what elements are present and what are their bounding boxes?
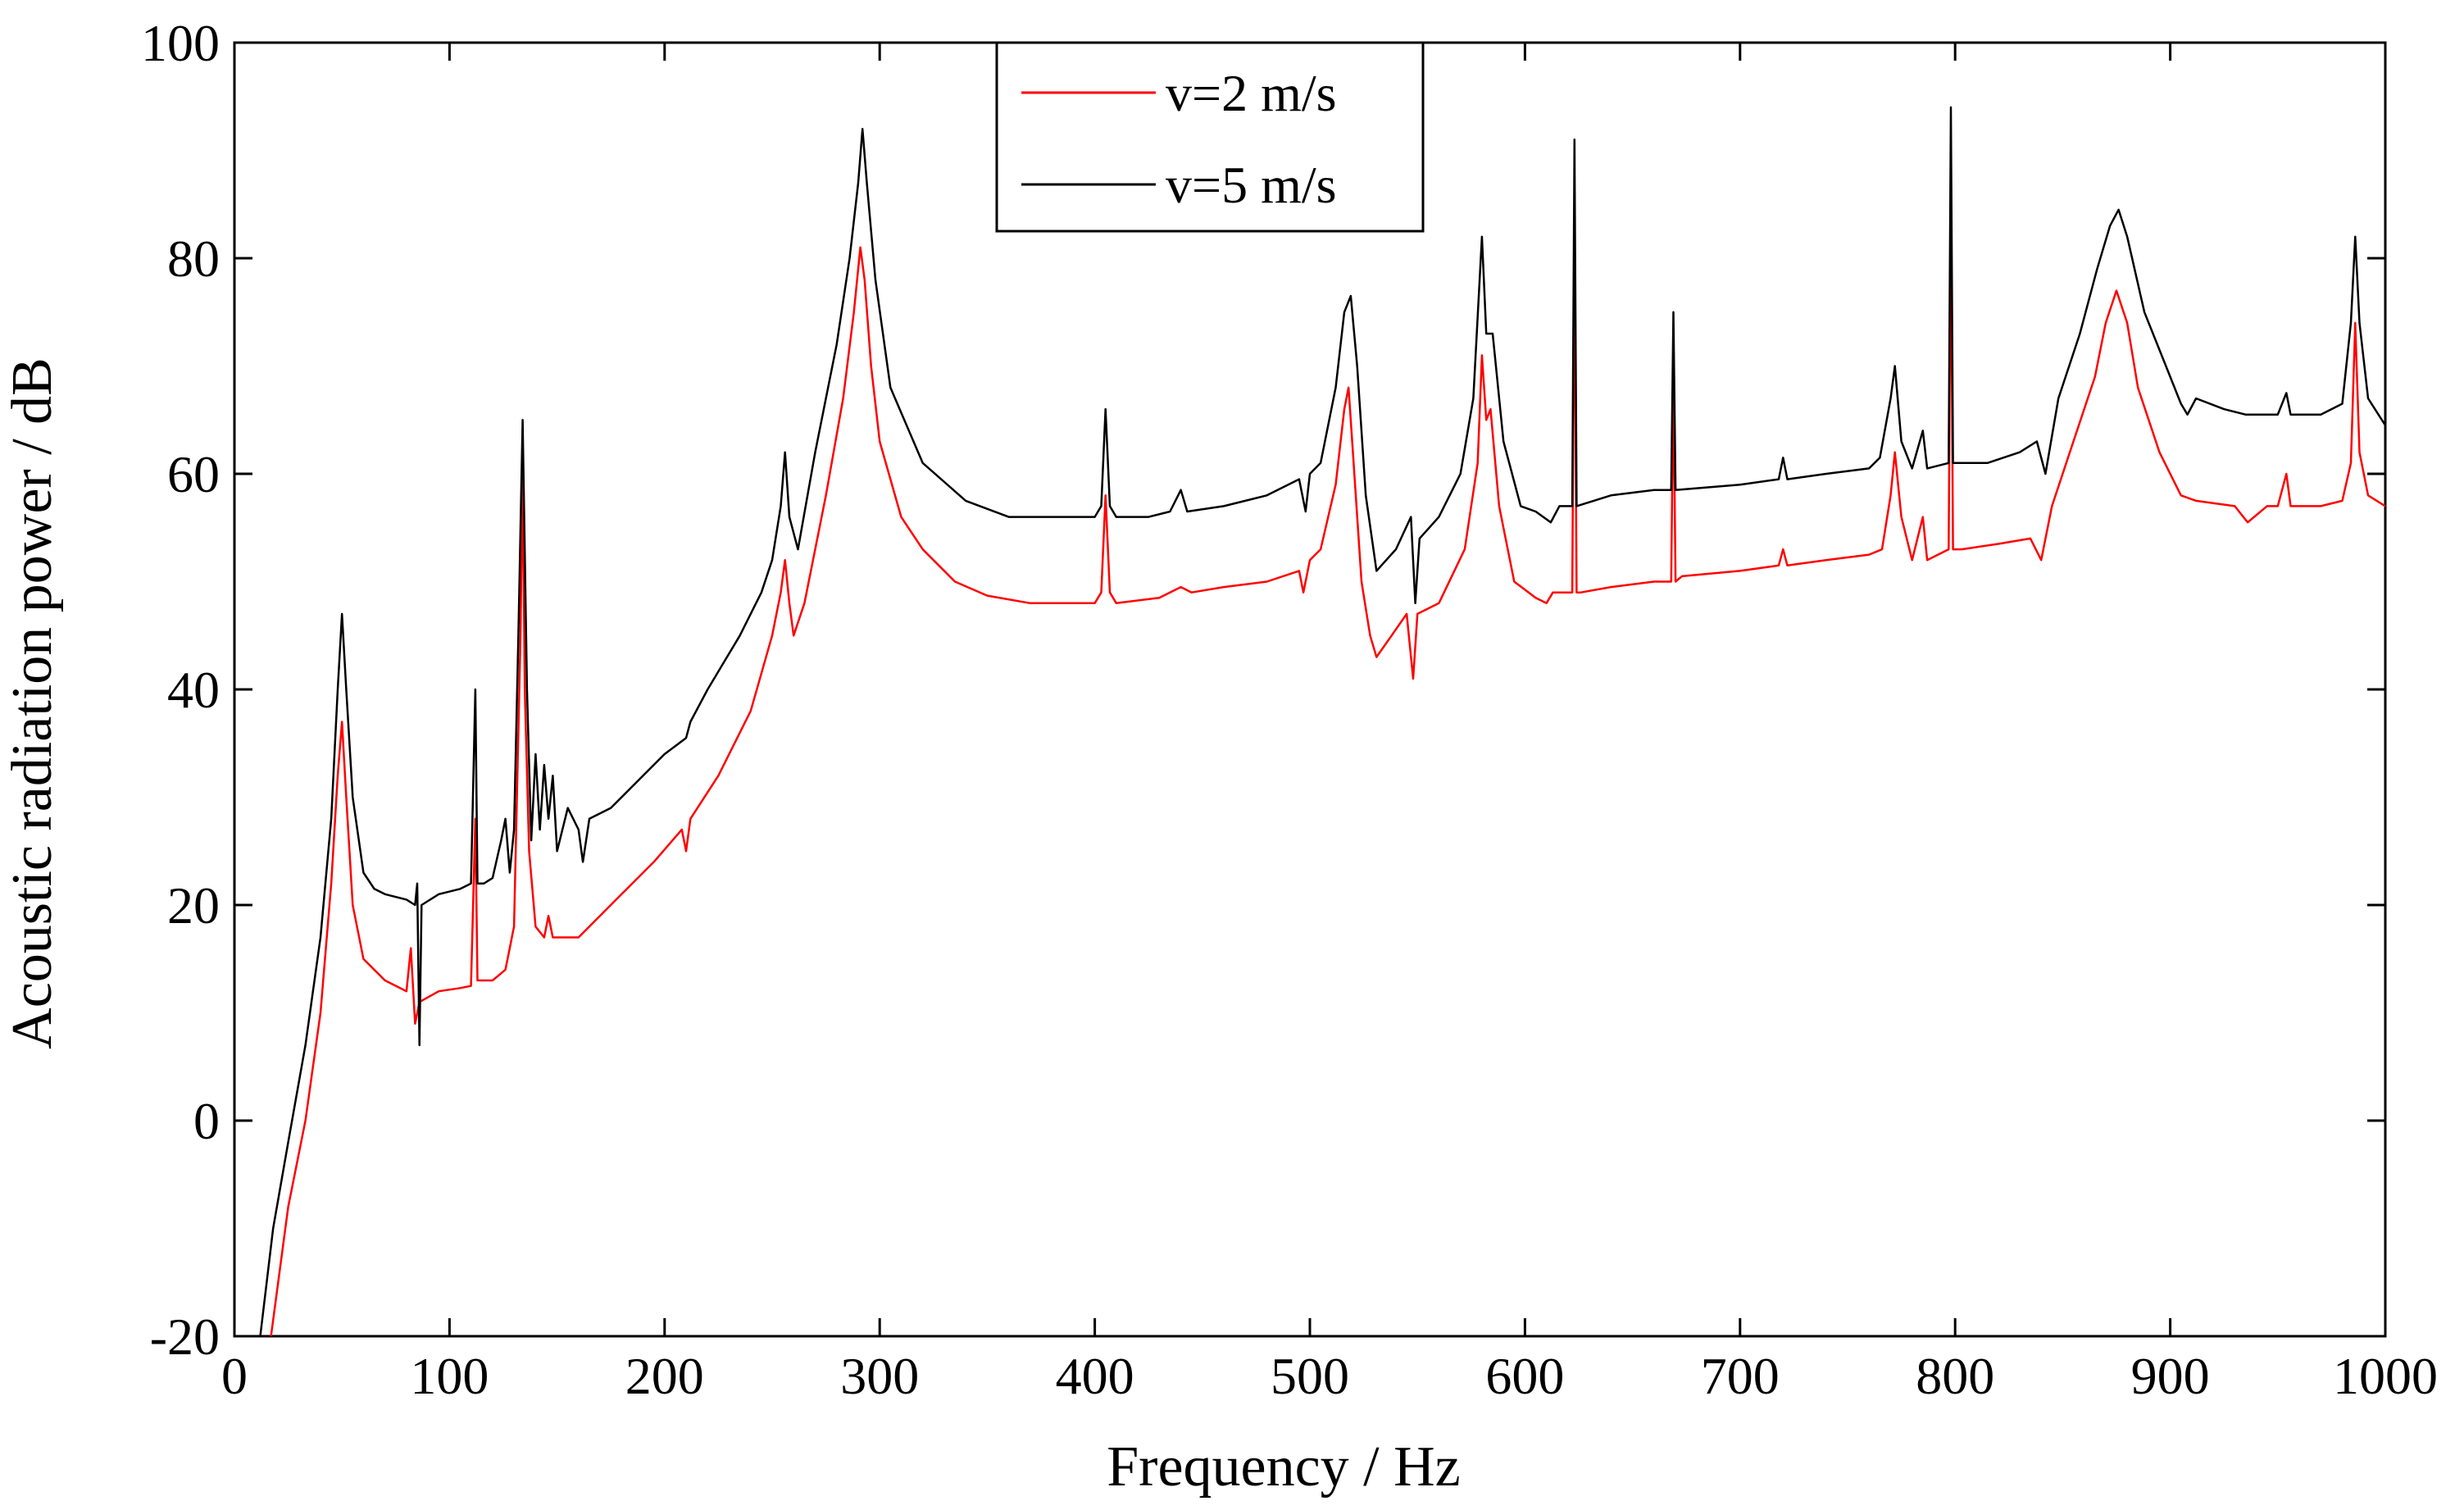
x-tick-label: 200 xyxy=(625,1347,704,1405)
y-tick-label: 20 xyxy=(167,876,220,935)
plot-frame xyxy=(233,41,2387,1338)
axis-ticks xyxy=(233,41,2387,1338)
series-line-v2 xyxy=(270,203,2386,1337)
x-tick-label: 400 xyxy=(1056,1347,1134,1405)
x-tick-label: 500 xyxy=(1271,1347,1349,1405)
legend-box xyxy=(995,41,1425,233)
legend-label-v2: v=2 m/s xyxy=(1166,64,1337,122)
series-lines xyxy=(259,106,2387,1337)
legend-label-v5: v=5 m/s xyxy=(1166,156,1337,214)
x-tick-label: 100 xyxy=(410,1347,489,1405)
x-axis-title: Frequency / Hz xyxy=(1107,1435,1461,1499)
x-tick-label: 800 xyxy=(1916,1347,1994,1405)
y-tick-label: 0 xyxy=(193,1092,220,1150)
series-line-v5 xyxy=(259,106,2387,1337)
x-tick-label: 1000 xyxy=(2333,1347,2438,1405)
y-tick-label: 80 xyxy=(167,230,220,288)
x-tick-label: 700 xyxy=(1701,1347,1780,1405)
x-tick-label: 0 xyxy=(221,1347,248,1405)
plot-area xyxy=(233,41,2387,1338)
legend: v=2 m/s v=5 m/s xyxy=(995,41,1425,233)
x-tick-label: 600 xyxy=(1485,1347,1564,1405)
y-axis-title: Acoustic radiation power / dB xyxy=(1,357,64,1049)
axis-tick-labels: 0 100 200 300 400 500 600 700 800 900 1000-2002040… xyxy=(141,14,2438,1405)
x-tick-label: 300 xyxy=(840,1347,919,1405)
y-tick-label: -20 xyxy=(150,1308,220,1366)
y-tick-label: 100 xyxy=(141,14,220,72)
y-tick-label: 60 xyxy=(167,445,220,503)
y-tick-label: 40 xyxy=(167,661,220,719)
x-tick-label: 900 xyxy=(2131,1347,2210,1405)
